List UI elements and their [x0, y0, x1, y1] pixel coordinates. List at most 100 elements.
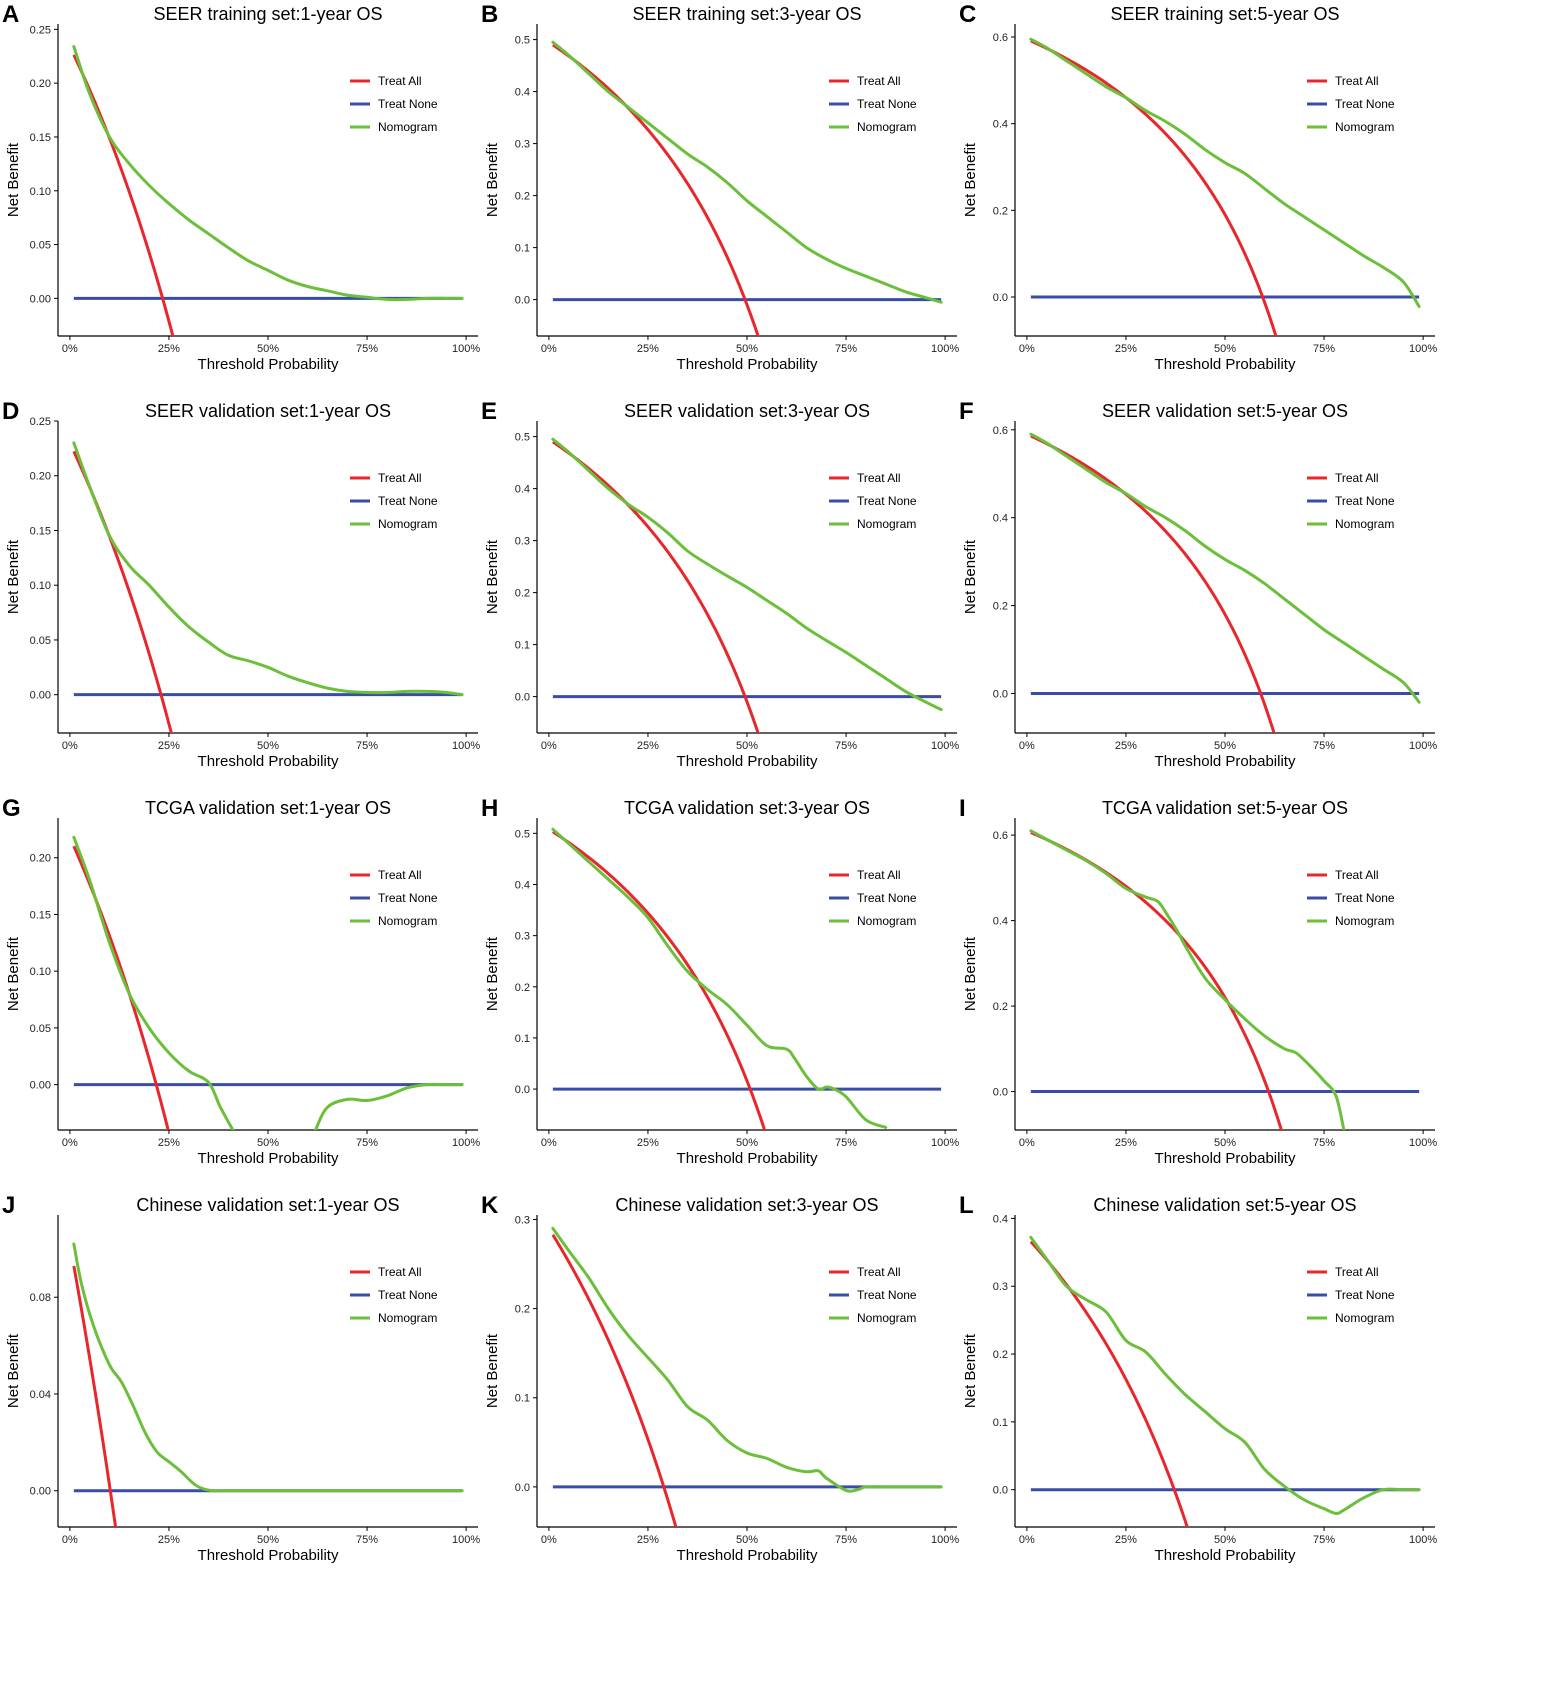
panel-d-nomogram-point — [405, 690, 408, 693]
panel-h-x-tick-label: 75% — [835, 1137, 857, 1149]
panel-b-x-tick-label: 25% — [637, 343, 659, 355]
panel-b-series-treat-all — [552, 43, 760, 336]
panel-h-legend-label: Nomogram — [857, 914, 916, 928]
panel-l-letter: L — [959, 1192, 974, 1219]
panel-a-nomogram-point — [128, 163, 131, 165]
panel-a-nomogram-point — [88, 93, 91, 95]
panel-b-nomogram-point — [865, 275, 867, 278]
panel-l-nomogram-point — [1184, 1393, 1187, 1396]
panel-k-x-tick-label: 0% — [541, 1534, 557, 1546]
panel-f-nomogram-point — [1283, 598, 1286, 600]
panel-d-legend-label: Nomogram — [378, 517, 437, 531]
panel-l-nomogram-point — [1105, 1311, 1107, 1313]
panel-a-nomogram-point — [187, 219, 190, 221]
panel-j-nomogram-point — [80, 1284, 83, 1286]
panel-k-nomogram-point — [647, 1356, 649, 1359]
panel-d-nomogram-point — [346, 690, 349, 693]
panel-i-nomogram-point — [1184, 945, 1187, 948]
panel-l-legend-label: Treat All — [1335, 1265, 1379, 1279]
panel-g-legend-item: Nomogram — [350, 914, 437, 928]
panel-l-nomogram-point — [1144, 1351, 1147, 1353]
panel-e-nomogram-point — [587, 469, 590, 472]
panel-a-nomogram-point — [461, 297, 463, 300]
panel-d-nomogram-point — [148, 584, 150, 587]
panel-b-nomogram-point — [706, 166, 709, 168]
panel-h-xlabel: Threshold Probability — [677, 1150, 818, 1167]
panel-l-nomogram-point — [1323, 1507, 1325, 1510]
panel-a-nomogram-point — [207, 232, 210, 235]
panel-a-legend-label: Treat None — [378, 97, 438, 111]
panel-k-nomogram-point — [686, 1405, 689, 1408]
panel-e-nomogram-point — [940, 708, 942, 711]
panel-i-nomogram-point — [1204, 977, 1206, 980]
panel-k-y-tick-label: 0.1 — [515, 1393, 530, 1405]
panel-g-xlabel: Threshold Probability — [198, 1150, 339, 1167]
panel-j-legend-item: Treat None — [350, 1288, 438, 1302]
panel-f-nomogram-point — [1085, 468, 1088, 471]
panel-e-nomogram-point — [904, 690, 907, 693]
panel-a-nomogram-point — [73, 45, 75, 48]
panel-h-y-tick-label: 0.1 — [515, 1033, 530, 1045]
panel-h-nomogram-point — [884, 1126, 887, 1129]
panel-i-legend-label: Treat All — [1335, 868, 1379, 882]
panel-b-nomogram-point — [647, 122, 649, 124]
panel-l-x-tick-label: 100% — [1409, 1534, 1437, 1546]
panel-l-legend-item: Nomogram — [1307, 1311, 1394, 1325]
panel-c-nomogram-point — [1382, 266, 1385, 269]
panel-g-y-tick-label: 0.10 — [30, 966, 51, 978]
panel-h-nomogram-point — [845, 1095, 847, 1098]
panel-j-nomogram-point — [211, 1489, 214, 1492]
panel-a-nomogram-point — [425, 297, 428, 300]
panel-k-ylabel: Net Benefit — [484, 1333, 501, 1408]
panel-k-x-tick-label: 50% — [736, 1534, 758, 1546]
panel-j-x-tick-label: 0% — [62, 1534, 78, 1546]
panel-a-nomogram-point — [247, 259, 249, 262]
panel-k-nomogram-point — [805, 1470, 808, 1473]
panel-g-nomogram-point — [236, 1135, 238, 1137]
panel-f-x-tick-label: 50% — [1214, 740, 1236, 752]
panel-d-nomogram-point — [73, 442, 75, 444]
panel-j-letter: J — [2, 1192, 15, 1219]
panel-j-nomogram-point — [144, 1431, 146, 1434]
panel-i-nomogram-point — [1343, 1129, 1345, 1130]
panel-g-y-tick-label: 0.15 — [30, 909, 51, 921]
panel-a-nomogram-point — [287, 279, 289, 281]
panel-a-nomogram-point — [227, 246, 230, 249]
panel-l-legend-item: Treat All — [1307, 1265, 1379, 1279]
panel-i-x-tick-label: 100% — [1409, 1137, 1437, 1149]
panel-i-nomogram-point — [1030, 830, 1032, 832]
panel-f-x-tick-label: 75% — [1313, 740, 1335, 752]
panel-b-y-tick-label: 0.5 — [515, 35, 530, 47]
panel-a-y-tick-label: 0.15 — [30, 132, 51, 144]
panel-d-nomogram-point — [207, 641, 210, 643]
panel-e-legend-label: Treat All — [857, 471, 901, 485]
panel-l-nomogram-point — [1335, 1512, 1337, 1515]
panel-e-x-tick-label: 75% — [835, 740, 857, 752]
panel-f-legend-item: Nomogram — [1307, 517, 1394, 531]
panel-a-legend-item: Treat All — [350, 74, 422, 88]
panel-d-legend-label: Treat All — [378, 471, 422, 485]
panel-h-nomogram-point — [793, 1057, 796, 1060]
panel-h-y-tick-label: 0.4 — [515, 879, 530, 891]
panel-a-x-tick-label: 25% — [158, 343, 180, 355]
panel-b-lines — [551, 40, 943, 336]
panel-e-ylabel: Net Benefit — [484, 539, 501, 614]
panel-h-y-tick-label: 0.5 — [515, 828, 530, 840]
panel-h-y-tick-label: 0.2 — [515, 982, 530, 994]
panel-e-nomogram-point — [647, 516, 649, 518]
panel-k-nomogram-point — [766, 1457, 768, 1460]
panel-j-y-tick-label: 0.08 — [30, 1292, 51, 1304]
panel-b-x-tick-label: 50% — [736, 343, 758, 355]
panel-h-nomogram-point — [552, 828, 554, 831]
panel-d-nomogram-point — [445, 691, 448, 694]
panel-f-nomogram-point — [1263, 582, 1266, 585]
panel-i: I TCGA validation set:5-year OS 0% 25% 50% 75… — [959, 795, 1437, 1167]
panel-f-nomogram-point — [1125, 492, 1127, 495]
panel-a-title: SEER training set:1-year OS — [153, 4, 382, 24]
panel-h-nomogram-point — [817, 1088, 820, 1090]
panel-a-x-tick-label: 100% — [452, 343, 480, 355]
panel-e-nomogram-point — [845, 651, 847, 654]
panel-d-x-tick-label: 100% — [452, 740, 480, 752]
panel-b-nomogram-point — [825, 258, 828, 260]
panel-b-y-tick-label: 0.3 — [515, 139, 530, 151]
